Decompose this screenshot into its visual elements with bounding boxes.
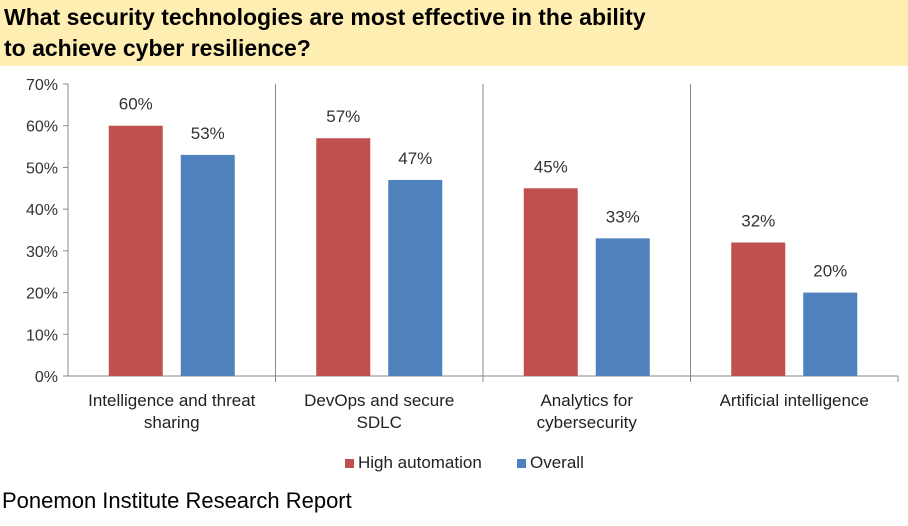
chart-title-line-2: to achieve cyber resilience?	[4, 35, 311, 61]
bar	[523, 188, 578, 376]
y-tick-label: 20%	[26, 286, 58, 303]
x-category-label: SDLC	[357, 413, 402, 432]
legend-label: High automation	[358, 453, 482, 472]
x-category-label: Artificial intelligence	[720, 391, 869, 410]
y-tick-label: 70%	[26, 77, 58, 94]
title-band: What security technologies are most effe…	[0, 0, 908, 66]
x-category-label: DevOps and secure	[304, 391, 454, 410]
x-category-label: sharing	[144, 413, 200, 432]
x-category-label: Analytics for	[540, 391, 633, 410]
x-category-label: cybersecurity	[537, 413, 638, 432]
data-label: 57%	[326, 107, 360, 126]
bar	[108, 125, 163, 376]
y-tick-label: 40%	[26, 202, 58, 219]
data-label: 20%	[813, 262, 847, 281]
y-tick-label: 50%	[26, 160, 58, 177]
data-label: 45%	[534, 157, 568, 176]
y-tick-label: 0%	[35, 369, 58, 386]
bar	[180, 154, 235, 376]
chart-title-line-1: What security technologies are most effe…	[4, 4, 646, 30]
data-label: 47%	[398, 149, 432, 168]
y-tick-label: 60%	[26, 119, 58, 136]
data-label: 33%	[606, 207, 640, 226]
y-tick-label: 30%	[26, 244, 58, 261]
bar	[731, 242, 786, 376]
source-footer: Ponemon Institute Research Report	[2, 488, 352, 513]
legend-swatch	[517, 459, 526, 468]
y-tick-label: 10%	[26, 327, 58, 344]
bar	[388, 179, 443, 376]
bar	[803, 292, 858, 376]
bar	[316, 138, 371, 376]
legend-swatch	[345, 459, 354, 468]
data-label: 60%	[119, 95, 153, 114]
bar	[595, 238, 650, 376]
data-label: 32%	[741, 212, 775, 231]
legend-label: Overall	[530, 453, 584, 472]
data-label: 53%	[191, 124, 225, 143]
x-category-label: Intelligence and threat	[88, 391, 256, 410]
